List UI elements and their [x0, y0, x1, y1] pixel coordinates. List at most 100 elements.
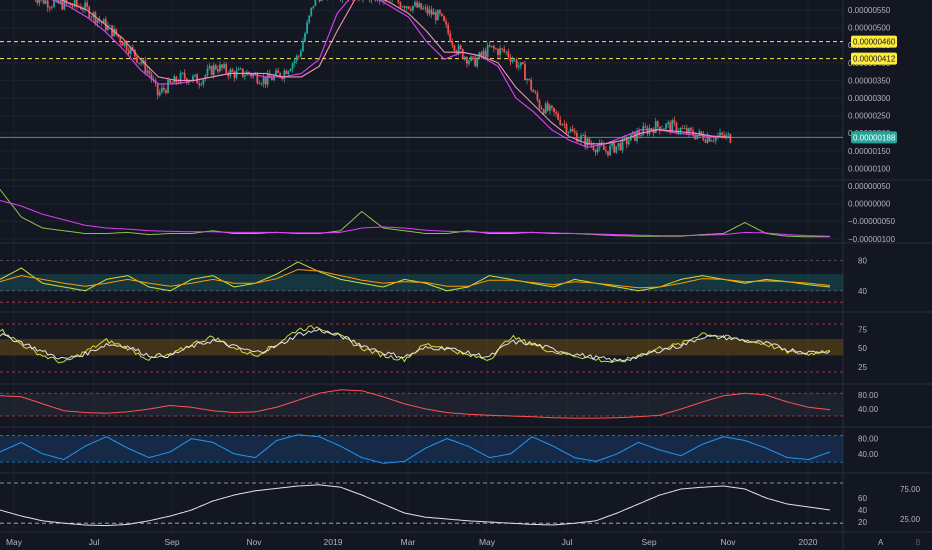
candle-body — [150, 73, 153, 80]
candle-body — [459, 45, 462, 49]
candle-body — [725, 134, 728, 138]
candle-body — [586, 138, 589, 147]
price-axis-label-6: 0.00000250 — [848, 112, 891, 121]
candle-body — [414, 2, 416, 6]
candle-body — [683, 128, 686, 129]
candle-body — [611, 142, 614, 146]
candle-body — [470, 56, 472, 62]
stoch-blue-band — [0, 435, 843, 463]
price-badge-0[interactable] — [851, 35, 897, 48]
candle-body — [167, 80, 169, 93]
candle-body — [115, 28, 118, 35]
candle-body — [698, 131, 701, 136]
candle-body — [656, 121, 659, 127]
rsi-line-1 — [0, 327, 831, 363]
volume-oscillator-line-1 — [0, 200, 831, 237]
candle-body — [571, 129, 574, 132]
candle-body — [439, 10, 441, 14]
candle-body — [530, 79, 533, 91]
price-axis[interactable]: 0.000005500.000005000.000004500.00000400… — [848, 6, 921, 527]
candle-body — [706, 136, 709, 143]
candle-body — [513, 59, 516, 61]
candle-body — [281, 77, 284, 79]
candle-body — [53, 1, 55, 8]
candle-body — [36, 0, 39, 3]
candle-body — [67, 3, 70, 4]
candle-body — [46, 0, 49, 8]
candle-body — [299, 51, 302, 57]
candle-body — [312, 6, 315, 8]
candle-body — [605, 149, 607, 152]
candle-body — [553, 107, 555, 113]
rsi-axis-label-0: 75 — [858, 325, 867, 334]
candle-body — [416, 2, 418, 8]
candle-body — [457, 45, 460, 54]
candle-body — [727, 133, 730, 135]
candle-body — [505, 51, 508, 53]
candle-body — [526, 79, 528, 81]
candle-body — [405, 6, 408, 8]
candle-body — [71, 5, 74, 7]
candle-body — [667, 122, 670, 124]
candle-body — [399, 2, 402, 8]
candle-body — [90, 17, 93, 18]
price-badge-label-1[interactable]: 0.00000412 — [853, 55, 896, 64]
stoch-white-axis-label-1: 25.00 — [900, 515, 921, 524]
candle-body — [250, 73, 252, 77]
price-axis-label-10: 0.00000050 — [848, 182, 891, 191]
candle-body — [463, 57, 466, 59]
time-axis-label-8[interactable]: Sep — [641, 537, 656, 547]
candle-body — [283, 70, 286, 79]
time-axis-label-10[interactable]: 2020 — [799, 537, 818, 547]
candle-body — [688, 128, 690, 134]
price-badge-2[interactable] — [851, 131, 897, 144]
candle-body — [625, 137, 628, 145]
candle-body — [140, 62, 142, 64]
time-axis[interactable]: May Jul Sep Nov 2019 Mar May Jul Sep Nov 2020 A — [6, 537, 884, 547]
candle-body — [532, 90, 535, 92]
log-scale-label[interactable]: B — [915, 538, 921, 547]
time-axis-label-9[interactable]: Nov — [720, 537, 736, 547]
candle-body — [107, 25, 109, 31]
price-badge-label-0[interactable]: 0.00000460 — [853, 38, 896, 47]
candle-body — [310, 7, 313, 16]
time-axis-label-5[interactable]: Mar — [401, 537, 416, 547]
time-axis-label-6[interactable]: May — [479, 537, 496, 547]
candle-body — [468, 61, 470, 64]
candle-body — [42, 0, 45, 4]
candle-body — [436, 10, 439, 21]
candle-body — [652, 129, 655, 134]
time-axis-label-7[interactable]: Jul — [562, 537, 573, 547]
candle-body — [453, 45, 456, 51]
candle-body — [621, 137, 624, 151]
time-axis-label-1[interactable]: Jul — [89, 537, 100, 547]
candle-body — [540, 108, 543, 110]
candle-body — [73, 0, 76, 7]
candle-body — [580, 135, 582, 141]
candle-body — [685, 128, 688, 134]
candle-body — [669, 122, 672, 132]
candle-body — [615, 146, 618, 153]
candle-body — [658, 126, 661, 132]
time-axis-label-0[interactable]: May — [6, 537, 23, 547]
candle-body — [179, 73, 182, 83]
price-axis-label-12: −0.00000050 — [848, 217, 895, 226]
candle-body — [441, 13, 443, 16]
time-axis-label-3[interactable]: Nov — [246, 537, 262, 547]
candle-body — [492, 46, 495, 49]
auto-scale-label[interactable]: A — [878, 538, 884, 547]
candle-body — [515, 59, 518, 68]
candle-body — [594, 149, 597, 153]
time-axis-label-2[interactable]: Sep — [164, 537, 179, 547]
time-axis-label-4[interactable]: 2019 — [324, 537, 343, 547]
candle-body — [125, 41, 128, 51]
candle-body — [212, 65, 215, 75]
candle-body — [256, 74, 259, 84]
candle-body — [729, 133, 732, 143]
candle-body — [243, 75, 246, 77]
price-badge-1[interactable] — [851, 52, 897, 65]
candle-body — [434, 11, 437, 21]
price-badge-label-2[interactable]: 0.00000188 — [853, 133, 896, 142]
candle-body — [96, 19, 99, 24]
